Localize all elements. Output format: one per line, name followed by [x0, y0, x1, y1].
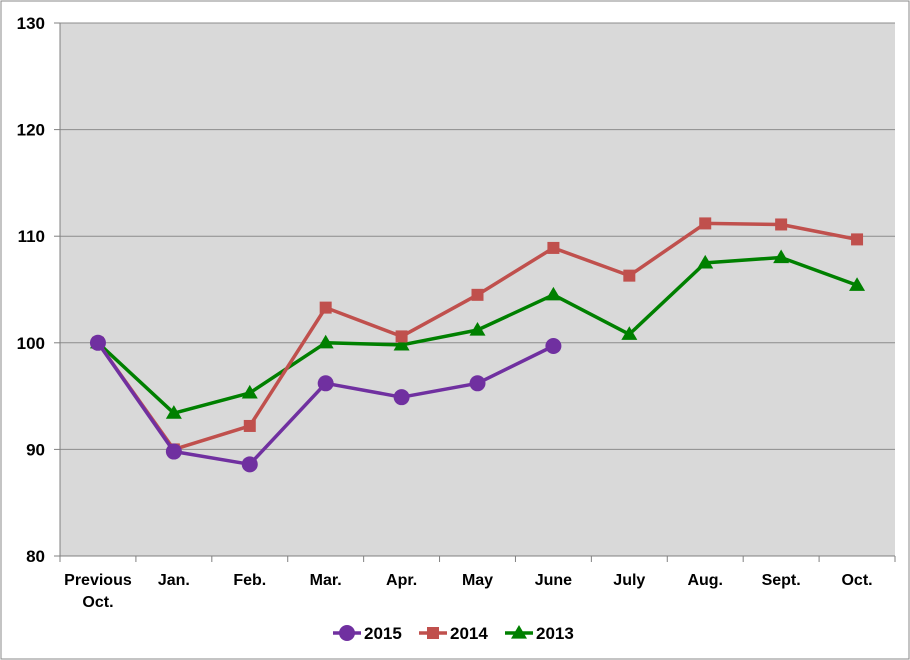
data-point-2014 [851, 233, 864, 246]
x-tick-label: Sept. [762, 572, 801, 589]
legend-marker-2014 [427, 627, 439, 639]
x-tick-label-line: Aug. [687, 572, 723, 589]
legend-marker-2013 [511, 625, 527, 639]
data-point-2014 [775, 218, 788, 231]
data-point-2013 [849, 277, 866, 291]
x-tick-label: Aug. [687, 572, 723, 589]
x-tick-label-line: Oct. [841, 572, 872, 589]
x-tick-label-line: June [535, 572, 572, 589]
data-point-2014 [699, 217, 712, 230]
data-point-2015 [165, 443, 182, 460]
data-point-2015 [393, 389, 410, 406]
gridlines [54, 22, 895, 557]
x-tick-label: July [613, 572, 645, 589]
legend-item-2014: 2014 [419, 624, 488, 643]
x-tick-label: Mar. [310, 572, 342, 589]
data-point-2014 [623, 269, 636, 282]
x-tick-label-line: Feb. [233, 572, 266, 589]
y-tick-label: 80 [26, 547, 45, 566]
y-tick-label: 90 [26, 440, 45, 459]
x-tick-label-line: July [613, 572, 645, 589]
data-point-2015 [317, 375, 334, 392]
x-tick-label: June [535, 572, 572, 589]
legend-label-2015: 2015 [364, 624, 402, 643]
legend: 2015 2014 2013 [333, 624, 574, 643]
y-axis-tick-labels: 80 90 100 110 120 130 [17, 14, 45, 566]
data-point-2013 [317, 334, 334, 349]
x-tick-label-line: Apr. [386, 572, 417, 589]
data-point-2014 [395, 330, 408, 343]
x-tick-label-line: Mar. [310, 572, 342, 589]
data-point-2013 [621, 326, 638, 340]
legend-item-2013: 2013 [505, 624, 574, 643]
x-axis-tick-labels: Previous Oct. Jan. Feb. Mar. Apr. May June July A… [64, 572, 872, 611]
x-tick-label-line: Previous [64, 572, 132, 589]
data-point-2013 [165, 405, 182, 419]
x-tick-label-line: Jan. [158, 572, 190, 589]
data-point-2014 [319, 301, 332, 314]
data-point-2013 [469, 322, 486, 336]
data-point-2015 [545, 337, 562, 354]
data-point-2015 [89, 334, 106, 351]
legend-item-2015: 2015 [333, 624, 402, 643]
x-tick-label-line: May [462, 572, 493, 589]
x-tick-label-line: Sept. [762, 572, 801, 589]
series-2015 [89, 334, 562, 473]
data-point-2013 [241, 384, 258, 399]
y-tick-label: 130 [17, 14, 45, 33]
legend-label-2014: 2014 [450, 624, 488, 643]
y-tick-label: 100 [17, 334, 45, 353]
y-tick-label: 120 [17, 121, 45, 140]
x-tick-label-line: Oct. [82, 594, 113, 611]
data-point-2014 [243, 419, 256, 432]
data-point-2013 [773, 249, 790, 264]
data-point-2015 [241, 456, 258, 473]
x-tick-label: May [462, 572, 493, 589]
x-tick-label: Apr. [386, 572, 417, 589]
x-tick-label: Feb. [233, 572, 266, 589]
data-point-2014 [471, 288, 484, 301]
series-lines [89, 217, 866, 473]
x-tick-label: Previous Oct. [64, 572, 132, 611]
data-point-2015 [469, 375, 486, 392]
legend-label-2013: 2013 [536, 624, 574, 643]
data-point-2013 [393, 336, 410, 351]
legend-marker-2015 [339, 625, 355, 641]
y-tick-label: 110 [18, 227, 45, 246]
data-point-2014 [547, 241, 560, 254]
x-tick-label: Oct. [841, 572, 872, 589]
axes [59, 23, 896, 562]
data-point-2013 [545, 286, 562, 301]
data-point-2013 [697, 254, 714, 269]
x-tick-label: Jan. [158, 572, 190, 589]
